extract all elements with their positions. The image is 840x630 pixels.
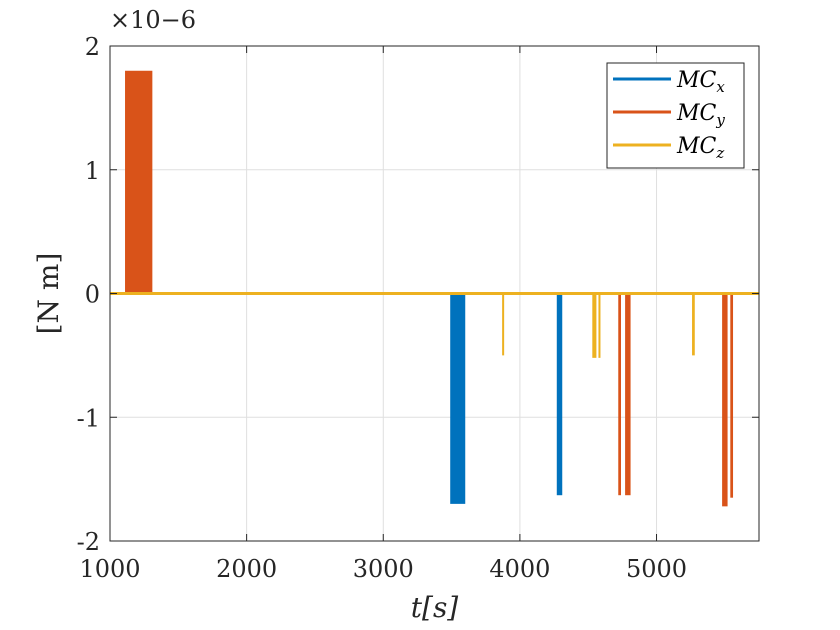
pulse-x xyxy=(450,293,466,504)
y-tick-label: -1 xyxy=(77,404,100,432)
x-tick-label: 3000 xyxy=(353,555,414,583)
legend: MCx MCy MCz xyxy=(606,62,745,169)
y-tick-label: 1 xyxy=(85,157,100,185)
pulse-y xyxy=(125,70,153,294)
pulse-y xyxy=(730,293,734,498)
series-z xyxy=(502,293,695,358)
pulse-z xyxy=(502,293,505,356)
x-tick-label: 2000 xyxy=(216,555,277,583)
pulse-y xyxy=(625,293,631,496)
pulse-z xyxy=(598,293,601,358)
y-tick-label: 0 xyxy=(85,281,100,309)
y-tick-label: 2 xyxy=(85,33,100,61)
legend-label-z: MCz xyxy=(676,134,724,162)
x-tick-label: 5000 xyxy=(626,555,687,583)
x-tick-label: 4000 xyxy=(489,555,550,583)
x-tick-label: 1000 xyxy=(79,555,140,583)
tick-labels: 1000 2000 3000 4000 5000 -2 -1 0 1 2 xyxy=(77,33,687,583)
plot-lines xyxy=(110,70,759,507)
ticks xyxy=(109,45,759,542)
legend-label-y: MCy xyxy=(676,101,725,129)
x-axis-label: t[s] xyxy=(411,591,459,624)
pulse-y xyxy=(722,293,728,507)
pulse-x xyxy=(556,293,563,496)
y-exponent-label: ×10−6 xyxy=(110,6,196,34)
y-axis-label: [N m] xyxy=(32,253,65,335)
pulse-y xyxy=(618,293,622,496)
series-y xyxy=(125,70,734,507)
y-tick-label: -2 xyxy=(77,528,100,556)
pulse-z xyxy=(592,293,597,358)
pulse-z xyxy=(692,293,695,356)
series-x xyxy=(450,293,563,504)
legend-label-x: MCx xyxy=(676,68,725,96)
